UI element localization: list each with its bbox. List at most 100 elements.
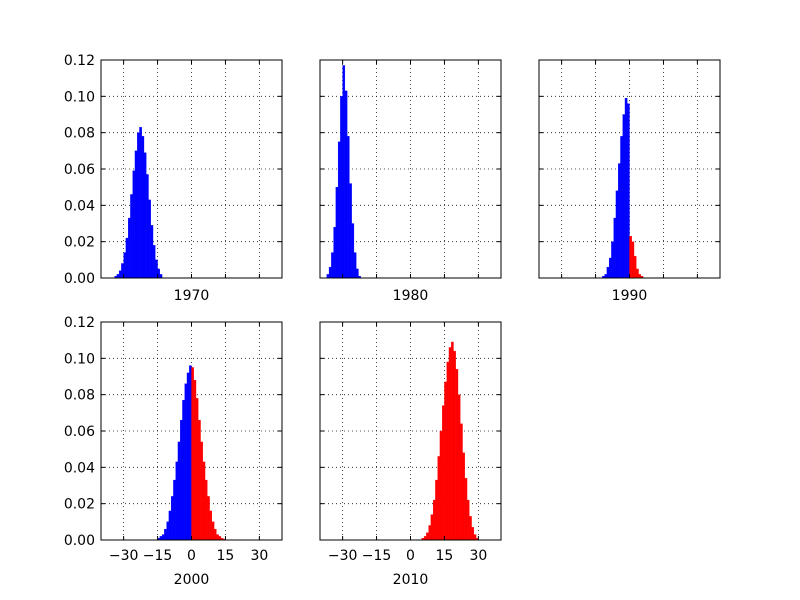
x-axis-label: 2000 xyxy=(174,572,210,588)
x-tick-label: −15 xyxy=(143,548,173,564)
histogram-bar xyxy=(175,461,179,541)
histogram-bar xyxy=(435,479,438,541)
histogram-bar xyxy=(159,536,163,541)
histogram-bar xyxy=(193,379,197,541)
y-tick-label: 0.10 xyxy=(64,89,95,105)
histogram-bar xyxy=(137,132,140,279)
histogram-bar xyxy=(164,528,167,541)
histogram-bar xyxy=(207,496,210,541)
histogram-bar xyxy=(170,496,174,541)
histogram-bar xyxy=(335,187,339,279)
x-tick-label: −15 xyxy=(362,548,392,564)
histogram-bar xyxy=(189,365,192,541)
histogram-bar xyxy=(182,399,185,541)
histogram-bar xyxy=(464,478,468,541)
histogram-bar xyxy=(446,361,450,541)
histogram-bar xyxy=(211,521,215,541)
histogram-bar xyxy=(627,103,630,279)
histogram-bar xyxy=(451,341,454,541)
histogram-bar xyxy=(437,456,441,541)
histogram-bar xyxy=(353,252,357,279)
histogram-bar xyxy=(442,405,445,541)
x-axis-label: 1970 xyxy=(174,288,210,304)
histogram-bar xyxy=(218,536,222,541)
subplot-2010: −30 −15 0 15 30 2010 xyxy=(319,321,502,588)
y-tick-label: 0.06 xyxy=(64,424,95,440)
histogram-bar xyxy=(457,394,461,541)
histogram-bar xyxy=(638,274,641,279)
histogram-bar xyxy=(432,499,436,541)
y-tick-label: 0.08 xyxy=(64,388,95,404)
histogram-bar xyxy=(328,266,332,279)
histogram-bar xyxy=(611,241,614,279)
x-tick-label: 30 xyxy=(469,548,487,564)
histogram-bar xyxy=(132,170,136,279)
histogram-bar xyxy=(342,65,346,279)
x-axis-label: 1980 xyxy=(393,288,429,304)
histogram-bar xyxy=(198,419,201,541)
histogram-bar xyxy=(448,347,452,541)
x-tick-label: −30 xyxy=(328,548,358,564)
histogram-bar xyxy=(615,190,619,279)
histogram-bar xyxy=(349,183,352,279)
y-tick-label: 0.04 xyxy=(64,198,95,214)
histogram-bar xyxy=(148,199,151,279)
x-tick-label: 15 xyxy=(436,548,454,564)
histogram-bar xyxy=(453,350,456,541)
histogram-bar xyxy=(460,423,463,541)
histogram-bar xyxy=(186,372,190,541)
histogram-bar xyxy=(191,367,194,541)
x-axis-label: 1990 xyxy=(612,288,648,304)
y-tick-label: 0.04 xyxy=(64,460,95,476)
histogram-bar xyxy=(608,257,612,279)
histogram-bar xyxy=(439,430,443,541)
x-axis-label: 2010 xyxy=(393,572,429,588)
histogram-bar xyxy=(116,274,120,279)
histogram-bar xyxy=(636,268,639,279)
histogram-bar xyxy=(200,441,203,541)
histogram-bar xyxy=(326,274,330,279)
histogram-bar xyxy=(216,534,219,541)
subplot-2000: 0.00 0.02 0.04 0.06 0.08 0.10 0.12 −30 −15 0 15 30 2… xyxy=(64,315,283,588)
histogram-bar xyxy=(462,452,465,541)
histogram-bar xyxy=(351,223,355,279)
y-tick-label: 0.02 xyxy=(64,235,95,251)
histogram-bar xyxy=(455,369,459,541)
histogram-bar xyxy=(177,441,181,541)
histogram-bar xyxy=(141,136,145,279)
histogram-bar xyxy=(629,236,632,279)
y-tick-label: 0.00 xyxy=(64,271,95,287)
subplot-1970: 0.00 0.02 0.04 0.06 0.08 0.10 0.12 1970 xyxy=(64,53,283,304)
histogram-bar xyxy=(430,514,434,541)
histogram-bar xyxy=(622,114,626,279)
histogram-bar xyxy=(423,536,427,541)
histogram-bar xyxy=(618,163,621,279)
histogram-bar xyxy=(471,527,474,541)
histogram-bar xyxy=(428,525,432,541)
histogram-bar xyxy=(346,136,350,279)
histogram-bar xyxy=(337,141,341,279)
histogram-bar xyxy=(134,150,138,279)
histogram-bar xyxy=(127,217,131,279)
histogram-bar xyxy=(166,521,170,541)
histogram-bar xyxy=(130,194,133,279)
x-tick-label: 0 xyxy=(406,548,415,564)
histogram-bar xyxy=(631,241,635,279)
x-tick-label: −30 xyxy=(109,548,139,564)
y-tick-label: 0.00 xyxy=(64,533,95,549)
histogram-bar xyxy=(213,528,217,541)
histogram-bar xyxy=(152,245,156,279)
y-tick-label: 0.08 xyxy=(64,126,95,142)
histogram-bar xyxy=(466,499,470,541)
histogram-bar xyxy=(444,381,447,541)
histogram-bar xyxy=(340,96,343,279)
histogram-bar xyxy=(125,237,129,279)
histogram-bar xyxy=(473,534,477,541)
histogram-bar xyxy=(624,98,628,279)
histogram-bar xyxy=(146,174,149,279)
histogram-bar xyxy=(168,510,172,541)
histogram-bar xyxy=(180,419,183,541)
y-tick-label: 0.12 xyxy=(64,53,95,69)
histogram-bar xyxy=(606,266,610,279)
histogram-bar xyxy=(604,274,608,279)
